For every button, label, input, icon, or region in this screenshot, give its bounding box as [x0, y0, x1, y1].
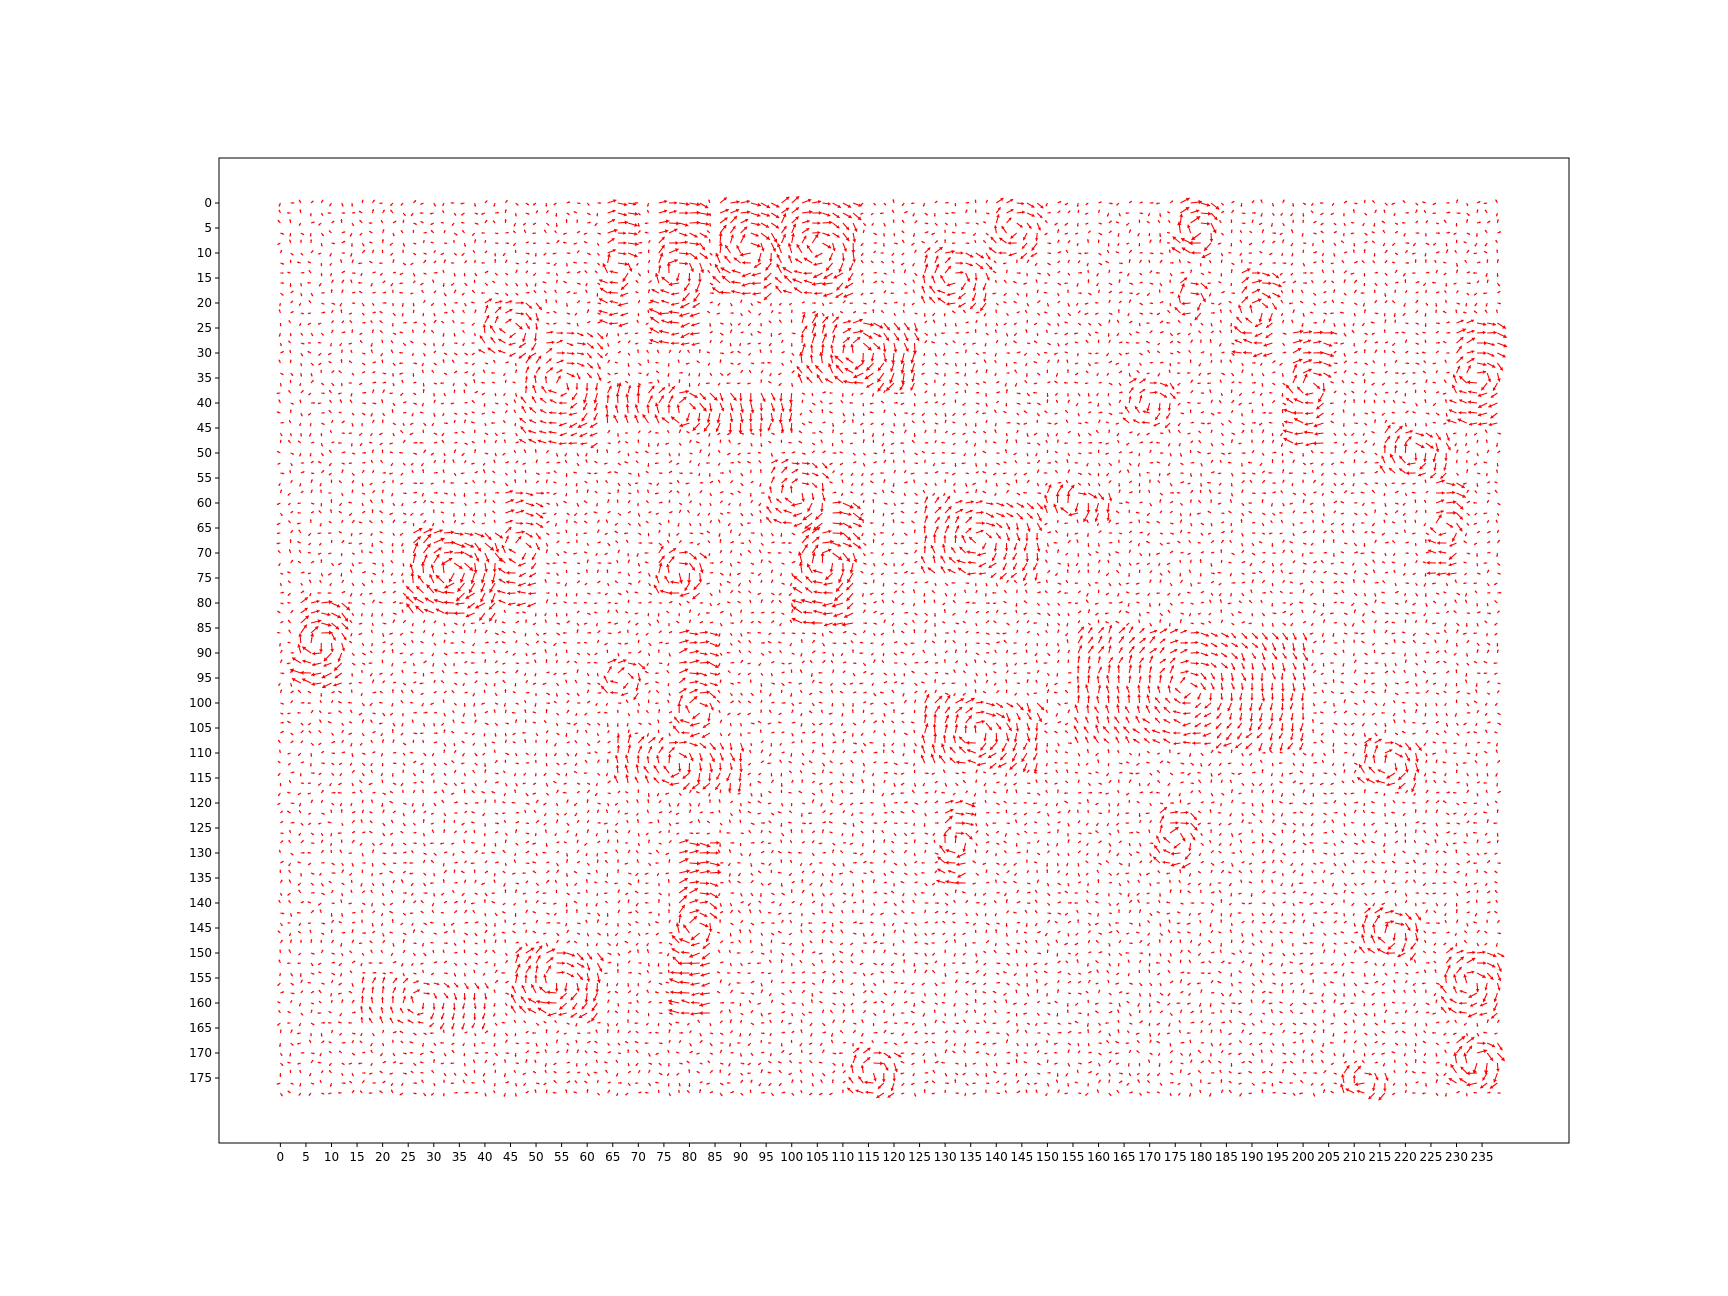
y-tick-label: 10	[197, 246, 212, 260]
y-tick-label: 175	[189, 1071, 212, 1085]
y-tick-label: 60	[197, 496, 212, 510]
x-tick-label: 30	[426, 1150, 441, 1164]
x-tick-label: 35	[452, 1150, 467, 1164]
x-tick-label: 10	[324, 1150, 339, 1164]
x-tick-label: 40	[477, 1150, 492, 1164]
x-tick-label: 85	[707, 1150, 722, 1164]
x-tick-label: 135	[959, 1150, 982, 1164]
y-tick-label: 5	[204, 221, 212, 235]
x-tick-label: 130	[934, 1150, 957, 1164]
y-tick-label: 45	[197, 421, 212, 435]
y-tick-label: 165	[189, 1021, 212, 1035]
x-tick-label: 225	[1419, 1150, 1442, 1164]
y-tick-label: 75	[197, 571, 212, 585]
y-tick-label: 140	[189, 896, 212, 910]
x-tick-label: 175	[1164, 1150, 1187, 1164]
y-axis: 0 5 10 15 20 25 30 35 40 45 50 55 60 65 70 75 80 85 90 95 10…	[189, 196, 219, 1085]
y-tick-label: 100	[189, 696, 212, 710]
x-tick-label: 65	[605, 1150, 620, 1164]
y-tick-label: 50	[197, 446, 212, 460]
x-tick-label: 125	[908, 1150, 931, 1164]
x-tick-label: 20	[375, 1150, 390, 1164]
x-tick-label: 140	[985, 1150, 1008, 1164]
y-tick-label: 155	[189, 971, 212, 985]
y-tick-label: 30	[197, 346, 212, 360]
y-tick-label: 65	[197, 521, 212, 535]
y-tick-label: 160	[189, 996, 212, 1010]
y-tick-label: 145	[189, 921, 212, 935]
x-tick-label: 90	[733, 1150, 748, 1164]
y-tick-label: 95	[197, 671, 212, 685]
x-tick-label: 95	[759, 1150, 774, 1164]
y-tick-label: 90	[197, 646, 212, 660]
quiver-shafts	[276, 195, 1508, 1101]
x-tick-label: 155	[1062, 1150, 1085, 1164]
x-tick-label: 170	[1138, 1150, 1161, 1164]
y-tick-label: 110	[189, 746, 212, 760]
x-tick-label: 0	[277, 1150, 285, 1164]
y-tick-label: 85	[197, 621, 212, 635]
y-tick-label: 120	[189, 796, 212, 810]
x-tick-label: 210	[1343, 1150, 1366, 1164]
x-tick-label: 120	[883, 1150, 906, 1164]
x-tick-label: 230	[1445, 1150, 1468, 1164]
x-tick-label: 15	[349, 1150, 364, 1164]
x-tick-label: 190	[1241, 1150, 1264, 1164]
y-tick-label: 170	[189, 1046, 212, 1060]
x-tick-label: 145	[1010, 1150, 1033, 1164]
x-tick-label: 185	[1215, 1150, 1238, 1164]
y-tick-label: 135	[189, 871, 212, 885]
y-tick-label: 25	[197, 321, 212, 335]
y-tick-label: 125	[189, 821, 212, 835]
y-tick-label: 130	[189, 846, 212, 860]
x-tick-label: 105	[806, 1150, 829, 1164]
x-tick-label: 25	[401, 1150, 416, 1164]
x-axis: 0 5 10 15 20 25 30 35 40 45 50 55 60 65 70 75 80 85 90 95 10…	[277, 1143, 1494, 1164]
x-tick-label: 165	[1113, 1150, 1136, 1164]
x-tick-label: 180	[1189, 1150, 1212, 1164]
x-tick-label: 235	[1471, 1150, 1494, 1164]
x-tick-label: 115	[857, 1150, 880, 1164]
x-tick-label: 150	[1036, 1150, 1059, 1164]
y-tick-label: 55	[197, 471, 212, 485]
x-tick-label: 160	[1087, 1150, 1110, 1164]
x-tick-label: 60	[580, 1150, 595, 1164]
y-tick-label: 0	[204, 196, 212, 210]
y-tick-label: 80	[197, 596, 212, 610]
x-tick-label: 45	[503, 1150, 518, 1164]
x-tick-label: 50	[528, 1150, 543, 1164]
x-tick-label: 110	[831, 1150, 854, 1164]
x-tick-label: 205	[1317, 1150, 1340, 1164]
x-tick-label: 195	[1266, 1150, 1289, 1164]
x-tick-label: 80	[682, 1150, 697, 1164]
x-tick-label: 100	[780, 1150, 803, 1164]
y-tick-label: 115	[189, 771, 212, 785]
y-tick-label: 20	[197, 296, 212, 310]
quiver-field	[276, 195, 1508, 1101]
x-tick-label: 215	[1368, 1150, 1391, 1164]
y-tick-label: 35	[197, 371, 212, 385]
x-tick-label: 220	[1394, 1150, 1417, 1164]
y-tick-label: 105	[189, 721, 212, 735]
x-tick-label: 5	[302, 1150, 310, 1164]
y-tick-label: 40	[197, 396, 212, 410]
x-tick-label: 200	[1292, 1150, 1315, 1164]
x-tick-label: 55	[554, 1150, 569, 1164]
x-tick-label: 75	[656, 1150, 671, 1164]
y-tick-label: 70	[197, 546, 212, 560]
y-tick-label: 15	[197, 271, 212, 285]
x-tick-label: 70	[631, 1150, 646, 1164]
y-tick-label: 150	[189, 946, 212, 960]
